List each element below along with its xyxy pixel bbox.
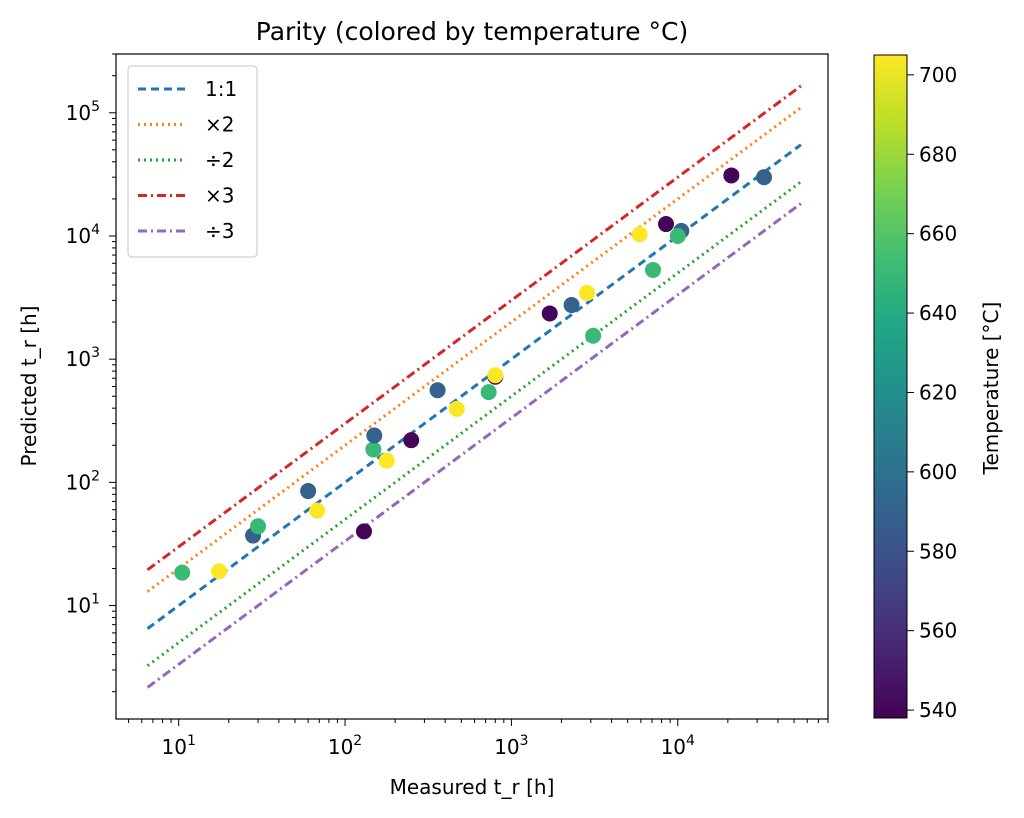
data-point-10	[403, 432, 420, 449]
reference-line-3	[146, 84, 802, 572]
y-tick-label-1: 102	[66, 468, 100, 494]
y-tick-label-4: 105	[66, 99, 100, 125]
colorbar: Temperature [°C] 540 560 580 600 620 640 660 68…	[873, 54, 1003, 722]
x-axis: 101 102 103 104	[128, 719, 829, 759]
data-point-24	[669, 227, 686, 244]
data-point-1	[211, 563, 228, 580]
data-point-3	[250, 518, 267, 535]
data-point-6	[355, 523, 372, 540]
colorbar-tick-label-4: 620	[919, 380, 957, 404]
y-tick-label-0: 101	[66, 592, 100, 618]
legend-label-4: ÷3	[205, 219, 234, 243]
colorbar-gradient	[873, 54, 908, 719]
data-point-22	[658, 216, 675, 233]
legend-label-1: ×2	[205, 113, 234, 137]
colorbar-tick-label-6: 660	[919, 222, 957, 246]
data-points	[174, 167, 773, 581]
colorbar-tick-label-5: 640	[919, 301, 957, 325]
colorbar-tick-label-7: 680	[919, 142, 957, 166]
data-point-8	[366, 427, 383, 444]
data-point-5	[309, 502, 326, 519]
data-point-7	[365, 441, 382, 458]
y-tick-label-2: 103	[66, 345, 100, 371]
colorbar-tick-label-3: 600	[919, 460, 957, 484]
data-point-12	[448, 400, 465, 417]
y-axis-label: Predicted t_r [h]	[17, 306, 41, 467]
legend-label-2: ÷2	[205, 148, 234, 172]
data-point-11	[429, 382, 446, 399]
colorbar-label: Temperature [°C]	[979, 302, 1003, 476]
reference-line-0	[146, 143, 802, 630]
legend-label-3: ×3	[205, 184, 234, 208]
data-point-4	[300, 483, 317, 500]
data-point-17	[563, 297, 580, 314]
legend-label-0: 1:1	[205, 77, 237, 101]
data-point-26	[756, 169, 773, 186]
x-tick-label-2: 103	[494, 733, 528, 759]
data-point-13	[480, 384, 497, 401]
data-point-25	[723, 167, 740, 184]
data-point-0	[174, 564, 191, 581]
colorbar-tick-label-2: 580	[919, 539, 957, 563]
colorbar-tick-label-0: 540	[919, 698, 957, 722]
x-tick-label-0: 101	[161, 733, 195, 759]
y-axis: 101 102 103 104 105	[66, 53, 116, 693]
legend: 1:1 ×2 ÷2 ×3 ÷3	[127, 65, 258, 258]
x-tick-label-3: 104	[661, 733, 695, 759]
reference-line-4	[146, 202, 802, 689]
data-point-21	[645, 261, 662, 278]
data-point-20	[631, 226, 648, 243]
data-point-9	[378, 452, 395, 469]
chart-title: Parity (colored by temperature °C)	[256, 17, 688, 46]
colorbar-tick-label-8: 700	[919, 63, 957, 87]
data-point-16	[541, 305, 558, 322]
data-point-18	[579, 284, 596, 301]
data-point-15	[487, 367, 504, 384]
legend-box	[127, 65, 258, 258]
y-tick-label-3: 104	[66, 222, 100, 248]
x-axis-label: Measured t_r [h]	[390, 775, 555, 799]
x-tick-label-1: 102	[328, 733, 362, 759]
data-point-19	[585, 327, 602, 344]
reference-lines	[146, 84, 802, 689]
colorbar-tick-label-1: 560	[919, 619, 957, 643]
